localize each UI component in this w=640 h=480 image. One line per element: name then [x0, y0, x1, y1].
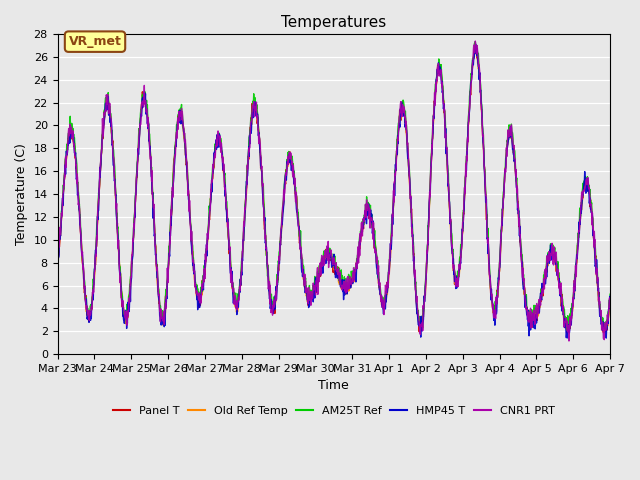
- Y-axis label: Temperature (C): Temperature (C): [15, 143, 28, 245]
- Legend: Panel T, Old Ref Temp, AM25T Ref, HMP45 T, CNR1 PRT: Panel T, Old Ref Temp, AM25T Ref, HMP45 …: [109, 401, 559, 420]
- X-axis label: Time: Time: [319, 379, 349, 392]
- Title: Temperatures: Temperatures: [281, 15, 387, 30]
- Text: VR_met: VR_met: [68, 35, 122, 48]
